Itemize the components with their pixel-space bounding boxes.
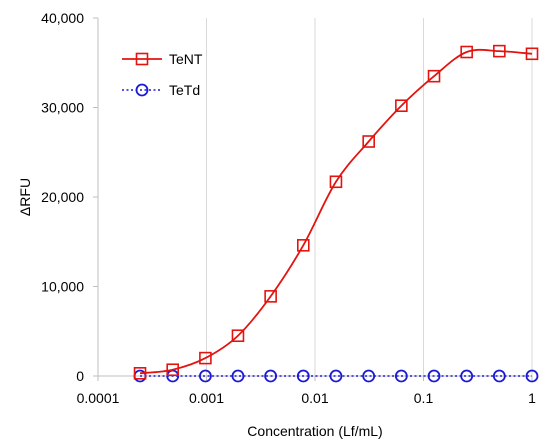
y-tick-label: 30,000	[41, 100, 84, 116]
data-point-tent	[231, 329, 245, 343]
legend-marker-tetd	[135, 83, 149, 97]
x-tick-label: 0.0001	[77, 390, 120, 406]
data-point-tent	[264, 290, 277, 303]
data-point-tent	[296, 239, 310, 252]
series-line-tent	[139, 48, 533, 375]
y-tick-label: 40,000	[41, 10, 84, 26]
data-point-tent	[362, 135, 375, 148]
data-point-tetd	[231, 369, 245, 383]
legend-marker-tent	[135, 52, 149, 66]
data-point-tent	[133, 367, 147, 380]
data-point-tetd	[329, 369, 343, 383]
y-axis-title: ΔRFU	[17, 178, 33, 216]
data-point-tetd	[394, 369, 408, 383]
x-tick-label: 0.1	[414, 390, 434, 406]
data-point-tent	[460, 45, 473, 59]
data-point-tent	[395, 99, 408, 113]
data-point-tetd	[264, 369, 278, 383]
x-axis-title: Concentration (Lf/mL)	[247, 423, 382, 439]
data-point-tetd	[427, 369, 441, 383]
series-tent	[133, 44, 539, 380]
y-tick-label: 10,000	[41, 279, 84, 295]
data-point-tent	[329, 175, 343, 189]
data-point-tent	[166, 363, 179, 377]
y-tick-label: 20,000	[41, 189, 84, 205]
legend-item-tetd: TeTd	[122, 82, 200, 98]
x-tick-label: 0.001	[189, 390, 224, 406]
legend: TeNT TeTd	[122, 51, 203, 98]
data-point-tetd	[362, 369, 376, 383]
legend-label-tent: TeNT	[169, 51, 203, 67]
data-point-tetd	[296, 369, 310, 383]
x-tick-label: 1	[528, 390, 536, 406]
data-point-tetd	[492, 369, 506, 383]
y-tick-label: 0	[76, 368, 84, 384]
data-point-tetd	[199, 369, 212, 383]
legend-label-tetd: TeTd	[169, 82, 200, 98]
gridlines	[206, 18, 533, 376]
data-point-tent	[493, 44, 506, 58]
data-series	[133, 44, 539, 383]
data-point-tent	[427, 69, 441, 83]
axes: 0.0001 0.001 0.01 0.1 1 0 10,000 20,000 30,000 40…	[41, 10, 536, 406]
data-point-tetd	[460, 369, 474, 383]
legend-item-tent: TeNT	[122, 51, 203, 67]
x-tick-label: 0.01	[301, 390, 328, 406]
data-point-tent	[199, 351, 212, 365]
data-point-tetd	[525, 369, 539, 383]
data-point-tent	[525, 47, 539, 61]
